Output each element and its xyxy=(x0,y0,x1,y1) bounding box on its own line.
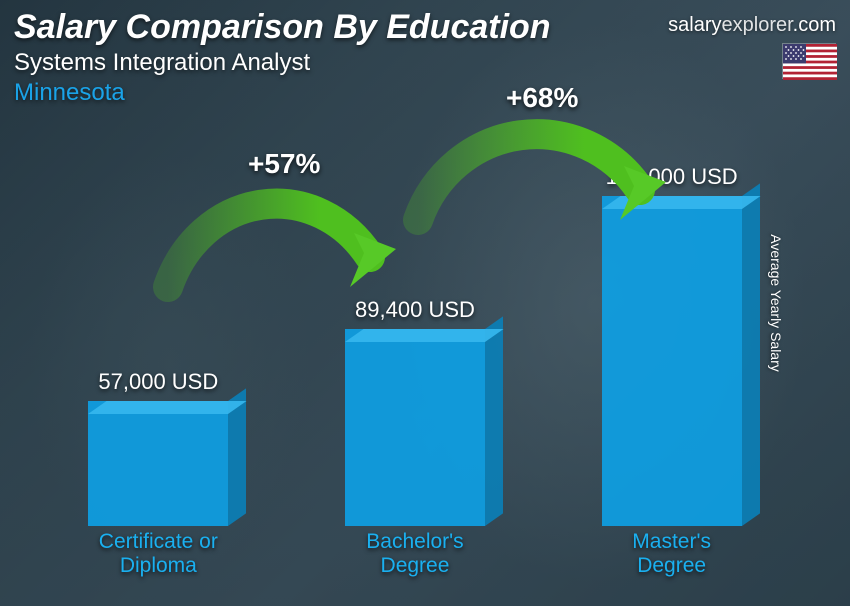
bar-label: Master'sDegree xyxy=(572,530,772,586)
bar-label: Bachelor'sDegree xyxy=(315,530,515,586)
brand-text: salaryexplorer.com xyxy=(668,14,836,37)
brand-prefix: salary xyxy=(668,14,721,36)
chart-location: Minnesota xyxy=(14,79,836,107)
brand-mid: explorer xyxy=(722,14,793,36)
bar-value: 57,000 USD xyxy=(98,369,218,395)
bar xyxy=(345,329,485,526)
flag-icon xyxy=(782,43,836,79)
bar xyxy=(602,196,742,526)
y-axis-label: Average Yearly Salary xyxy=(767,234,783,372)
bar xyxy=(88,401,228,526)
brand-suffix: .com xyxy=(793,14,836,36)
bar-slot: 57,000 USD xyxy=(58,369,258,526)
labels-container: Certificate orDiploma Bachelor'sDegree Mas… xyxy=(30,530,800,586)
bar-label: Certificate orDiploma xyxy=(58,530,258,586)
bar-slot: 89,400 USD xyxy=(315,297,515,526)
increase-label: +57% xyxy=(248,148,320,180)
brand-block: salaryexplorer.com xyxy=(668,14,836,79)
